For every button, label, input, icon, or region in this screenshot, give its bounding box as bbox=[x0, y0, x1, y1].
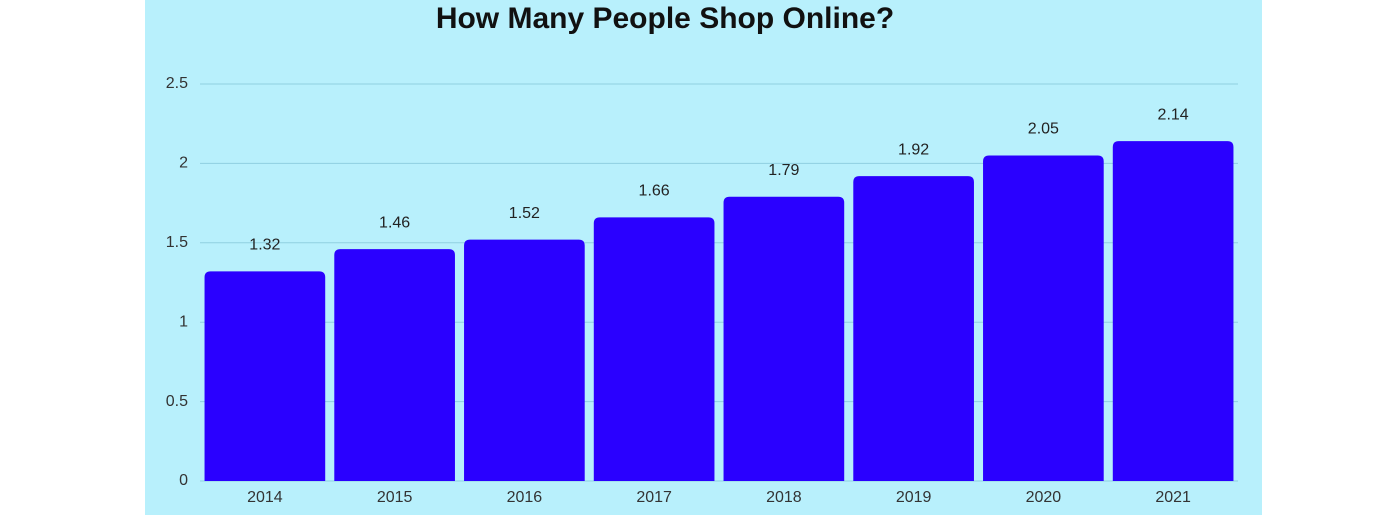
x-tick-label: 2019 bbox=[896, 489, 932, 506]
y-tick-label: 2.5 bbox=[166, 75, 188, 92]
x-tick-label: 2014 bbox=[247, 489, 283, 506]
chart-title: How Many People Shop Online? bbox=[436, 2, 894, 35]
x-tick-label: 2020 bbox=[1026, 489, 1062, 506]
x-tick-label: 2018 bbox=[766, 489, 802, 506]
y-tick-label: 1 bbox=[179, 313, 188, 330]
bar bbox=[1112, 141, 1234, 481]
data-label: 1.32 bbox=[249, 237, 280, 254]
y-tick-label: 2 bbox=[179, 155, 188, 172]
bar bbox=[204, 271, 326, 481]
data-label: 1.46 bbox=[379, 214, 410, 231]
x-tick-label: 2016 bbox=[507, 489, 543, 506]
y-tick-label: 1.5 bbox=[166, 234, 188, 251]
x-tick-label: 2015 bbox=[377, 489, 413, 506]
data-label: 1.79 bbox=[768, 162, 799, 179]
data-label: 1.52 bbox=[509, 205, 540, 222]
bar bbox=[723, 196, 845, 482]
data-label: 1.92 bbox=[898, 141, 929, 158]
data-label: 1.66 bbox=[639, 183, 670, 200]
x-tick-label: 2017 bbox=[636, 489, 672, 506]
bar bbox=[593, 217, 715, 481]
bar bbox=[334, 249, 455, 481]
bar bbox=[983, 155, 1104, 481]
y-tick-label: 0 bbox=[179, 472, 188, 489]
x-tick-label: 2021 bbox=[1155, 489, 1191, 506]
y-tick-label: 0.5 bbox=[166, 393, 188, 410]
data-label: 2.05 bbox=[1028, 121, 1059, 138]
bar bbox=[853, 176, 974, 481]
bar bbox=[464, 239, 585, 481]
data-label: 2.14 bbox=[1158, 106, 1189, 123]
